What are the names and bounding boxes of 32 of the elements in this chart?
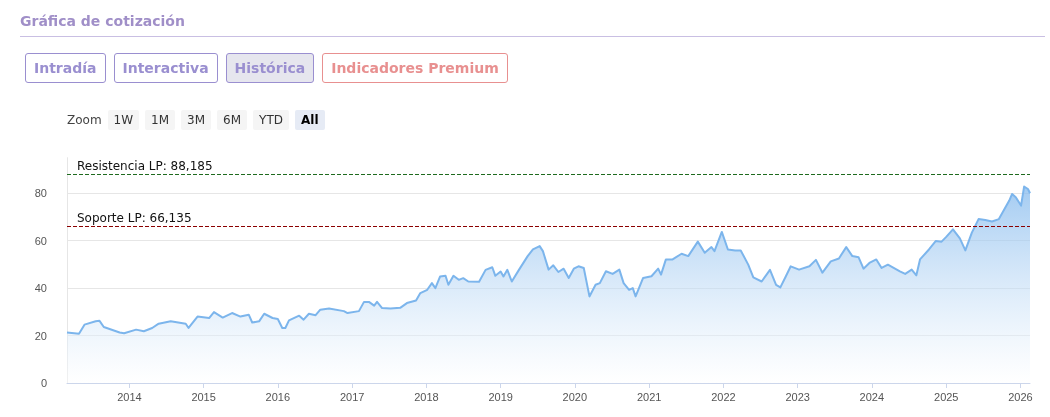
text: 1M xyxy=(145,110,176,130)
y-tick-label: 60 xyxy=(34,234,47,247)
text: Zoom xyxy=(67,113,102,127)
x-tick-label: 2026 xyxy=(1008,390,1033,403)
y-tick-label: 20 xyxy=(34,329,47,342)
x-tick-label: 2022 xyxy=(711,390,736,403)
x-tick-label: 2018 xyxy=(414,390,439,403)
x-tick-label: 2014 xyxy=(117,390,142,403)
x-tick-label: 2015 xyxy=(191,390,216,403)
text: Intradía xyxy=(25,53,106,83)
text: 1W xyxy=(107,110,140,130)
chart-title: Gráfica de cotización xyxy=(20,13,185,29)
text: Histórica xyxy=(225,53,315,83)
y-tick-label: 80 xyxy=(34,187,47,200)
text: YTD xyxy=(253,110,289,130)
x-tick-label: 2019 xyxy=(488,390,513,403)
y-tick-label: 0 xyxy=(40,377,47,389)
text: Indicadores Premium xyxy=(322,53,508,83)
x-tick-label: 2021 xyxy=(636,390,662,403)
y-tick-label: 40 xyxy=(34,282,47,295)
ref-line-label: Resistencia LP: 88,185 xyxy=(77,158,213,173)
x-tick-label: 2024 xyxy=(859,390,885,403)
x-tick-label: 2025 xyxy=(934,390,959,403)
x-tick-label: 2017 xyxy=(339,390,365,403)
x-tick-label: 2023 xyxy=(785,390,810,403)
x-tick-label: 2016 xyxy=(265,390,291,403)
ref-line-label: Soporte LP: 66,135 xyxy=(77,211,192,226)
text: Interactiva xyxy=(113,53,218,83)
text: All xyxy=(295,110,325,130)
text: 6M xyxy=(217,110,248,130)
x-tick-label: 2020 xyxy=(562,390,588,403)
text: 3M xyxy=(181,110,212,130)
